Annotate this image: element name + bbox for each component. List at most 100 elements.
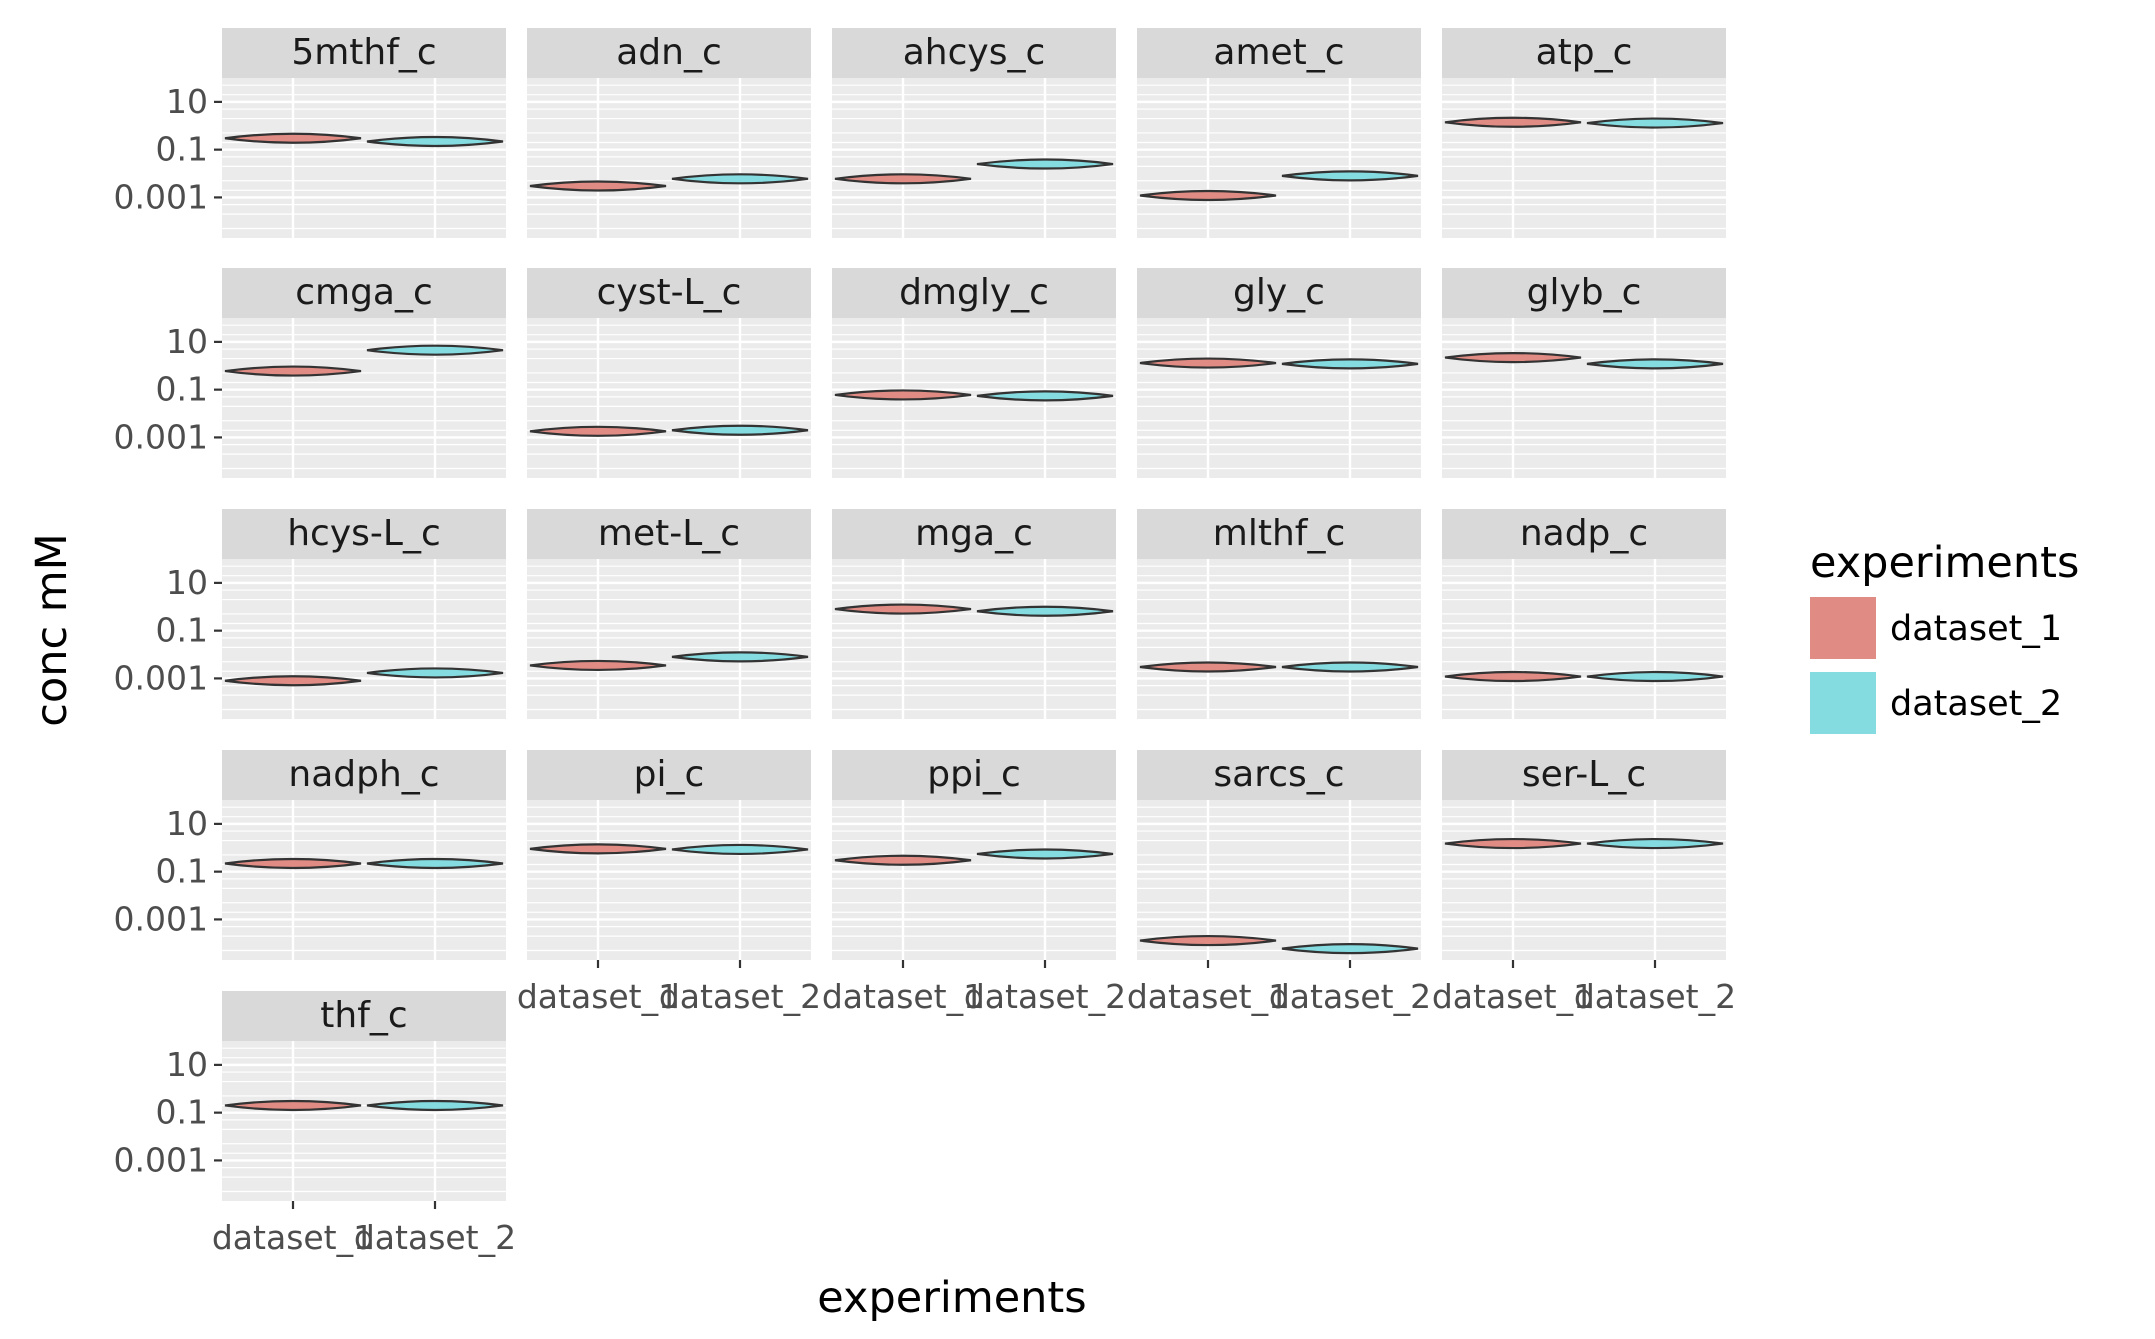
y-tick-label: 0.1 [156,370,208,409]
violin-dataset-2 [976,390,1114,402]
y-tick-label: 0.1 [156,611,208,650]
facet-strip-label: cyst-L_c [597,272,742,313]
y-tick-label: 0.001 [114,899,208,938]
facet-strip-label: atp_c [1536,32,1633,73]
panel-background [832,800,1116,960]
violin-dataset-2 [671,651,809,663]
violin-dataset-1 [834,389,972,401]
violin-dataset-2 [366,1099,504,1112]
x-tick-label: dataset_2 [964,977,1126,1016]
facet-panel: dmgly_c [832,268,1116,478]
panel-background [222,800,506,960]
violin-dataset-2 [671,843,809,856]
violin-dataset-2 [366,344,504,356]
violin-dataset-2 [976,848,1114,860]
violin-dataset-1 [834,854,972,866]
violin-dataset-2 [366,667,504,679]
facet-strip [1442,750,1726,800]
panel-background [1442,559,1726,719]
facet-panel: ahcys_c [832,28,1116,238]
y-tick-label: 10 [166,563,208,602]
violin-dataset-1 [1444,837,1582,850]
facet-panels: 5mthf_c 10 0.1 0.001 adn_c ahcys_c amet_c atp_c… [114,28,1736,1257]
panel-background [1137,318,1421,478]
violin-dataset-2 [366,857,504,870]
facet-strip-label: 5mthf_c [291,32,436,73]
legend: experiments dataset_1 dataset_2 [1810,538,2079,734]
facet-panel: met-L_c [527,509,811,719]
violin-dataset-2 [1586,358,1724,370]
legend-label-dataset-1: dataset_1 [1890,609,2062,649]
facet-strip-label: mga_c [915,513,1033,554]
facet-strip [832,509,1116,559]
facet-strip [1137,268,1421,318]
facet-panel: gly_c [1137,268,1421,478]
facet-strip-label: ser-L_c [1522,754,1646,795]
facet-panel: atp_c [1442,28,1726,238]
legend-swatch-dataset-2 [1810,672,1876,734]
facet-strip-label: ahcys_c [903,32,1046,73]
facet-strip [1137,28,1421,78]
violin-dataset-1 [224,1099,362,1112]
facet-strip [222,509,506,559]
violin-dataset-1 [834,173,972,185]
violin-dataset-1 [1139,934,1277,947]
violin-dataset-2 [976,158,1114,170]
violin-dataset-2 [1281,661,1419,673]
panel-background [1137,559,1421,719]
facet-strip-label: gly_c [1233,272,1325,313]
x-tick-label: dataset_1 [212,1218,374,1257]
violin-dataset-1 [529,843,667,855]
facet-panel: amet_c [1137,28,1421,238]
facet-panel: cmga_c 10 0.1 0.001 [114,268,506,478]
panel-background [1137,800,1421,960]
y-tick-label: 10 [166,804,208,843]
facet-strip-label: dmgly_c [899,272,1049,313]
panel-background [222,318,506,478]
violin-dataset-2 [366,135,504,148]
facet-strip-label: nadp_c [1520,513,1648,554]
violin-dataset-1 [1139,357,1277,369]
violin-dataset-1 [224,132,362,144]
legend-swatch-dataset-1 [1810,597,1876,659]
violin-dataset-1 [529,425,667,437]
violin-dataset-2 [1586,837,1724,850]
x-tick-label: dataset_1 [822,977,984,1016]
facet-strip [222,28,506,78]
y-tick-label: 0.001 [114,658,208,697]
legend-label-dataset-2: dataset_2 [1890,684,2062,724]
panel-background [832,78,1116,238]
facet-strip-label: sarcs_c [1213,754,1344,795]
x-tick-label: dataset_2 [659,977,821,1016]
facet-panel: mlthf_c [1137,509,1421,719]
facet-strip [222,991,506,1041]
facet-strip [222,268,506,318]
panel-background [527,559,811,719]
violin-dataset-2 [976,605,1114,617]
violin-dataset-1 [224,675,362,687]
facet-strip-label: nadph_c [288,754,439,795]
facet-strip [1137,750,1421,800]
violin-dataset-1 [529,180,667,192]
violin-dataset-1 [529,659,667,672]
facet-strip [1137,509,1421,559]
panel-background [222,1041,506,1201]
facet-panel: cyst-L_c [527,268,811,478]
facet-panel: hcys-L_c 10 0.1 0.001 [114,509,506,719]
legend-title: experiments [1810,538,2079,588]
violin-dataset-1 [1139,661,1277,673]
violin-dataset-1 [224,857,362,870]
facet-panel: 5mthf_c 10 0.1 0.001 [114,28,506,238]
facet-strip-label: hcys-L_c [287,513,441,554]
facet-panel: nadp_c [1442,509,1726,719]
violin-dataset-2 [1586,117,1724,129]
x-tick-label: dataset_1 [1432,977,1594,1016]
y-tick-label: 0.1 [156,130,208,169]
facet-strip [832,28,1116,78]
violin-dataset-1 [1444,116,1582,128]
facet-panel: glyb_c [1442,268,1726,478]
